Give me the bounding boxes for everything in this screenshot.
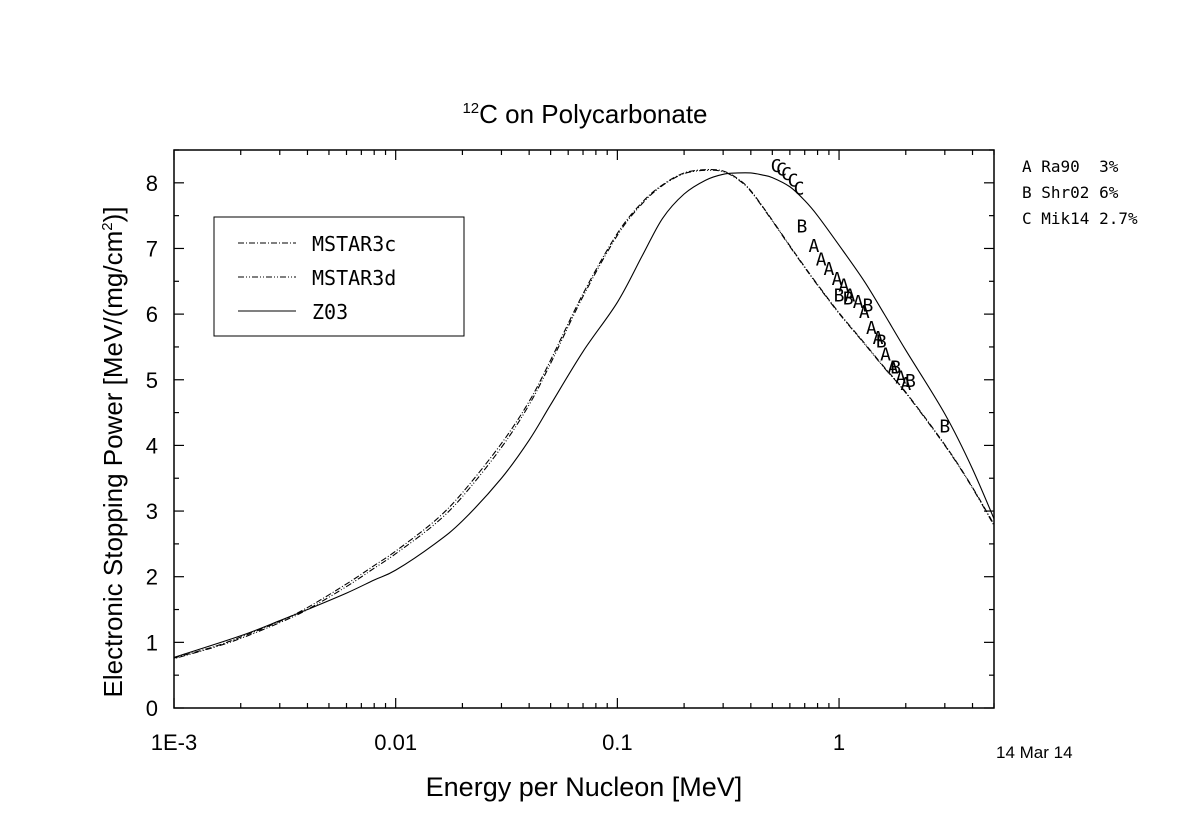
data-point-a: A <box>816 249 827 270</box>
y-tick-label: 7 <box>146 236 158 261</box>
data-point-b: B <box>905 371 916 392</box>
x-axis-label: Energy per Nucleon [MeV] <box>426 772 743 802</box>
data-point-b: B <box>843 289 854 310</box>
reference-key: A Ra90 3% B Shr02 6% C Mik14 2.7% <box>1022 157 1138 228</box>
data-point-a: A <box>895 367 906 388</box>
data-point-b: B <box>796 216 807 237</box>
x-axis: 1E-3 0.01 0.1 1 <box>151 150 995 755</box>
legend-label-mstar3c: MSTAR3c <box>312 232 396 256</box>
date-stamp: 14 Mar 14 <box>996 743 1073 762</box>
y-axis: 0 1 2 3 4 5 6 7 8 <box>146 149 994 721</box>
reference-key-a: A Ra90 3% <box>1022 157 1119 176</box>
data-point-c: C <box>794 178 805 199</box>
data-point-a: A <box>866 318 877 339</box>
x-tick-label: 1E-3 <box>151 730 197 755</box>
data-point-a: A <box>823 259 834 280</box>
y-tick-label: 4 <box>146 433 158 458</box>
y-tick-label: 1 <box>146 630 158 655</box>
data-point-a: A <box>859 302 870 323</box>
legend-label-mstar3d: MSTAR3d <box>312 266 396 290</box>
chart-title: 12C on Polycarbonate <box>462 99 707 129</box>
y-axis-label-superscript: 2 <box>99 222 116 230</box>
legend: MSTAR3c MSTAR3d Z03 <box>213 216 465 337</box>
data-point-a: A <box>845 285 856 306</box>
y-tick-label: 5 <box>146 368 158 393</box>
data-point-c: C <box>776 159 787 180</box>
y-tick-label: 6 <box>146 302 158 327</box>
y-axis-label-main: Electronic Stopping Power [MeV/(mg/cm <box>98 231 128 698</box>
data-point-c: C <box>788 171 799 192</box>
data-point-b: B <box>876 331 887 352</box>
data-point-b: B <box>834 285 845 306</box>
y-axis-label-end: )] <box>98 207 128 223</box>
series-line-z03 <box>174 172 994 659</box>
y-tick-label: 0 <box>146 696 158 721</box>
y-axis-label: Electronic Stopping Power [MeV/(mg/cm2)] <box>98 207 128 698</box>
data-point-a: A <box>900 374 911 395</box>
plot-frame <box>173 149 995 709</box>
data-point-a: A <box>832 269 843 290</box>
title-superscript: 12 <box>462 100 479 117</box>
title-text: C on Polycarbonate <box>479 99 707 129</box>
data-point-a: A <box>880 345 891 366</box>
data-point-a: A <box>808 236 819 257</box>
y-tick-label: 8 <box>146 171 158 196</box>
data-point-a: A <box>853 292 864 313</box>
data-point-a: A <box>873 328 884 349</box>
y-tick-label: 3 <box>146 499 158 524</box>
data-point-c: C <box>771 156 782 177</box>
data-point-a: A <box>888 358 899 379</box>
series-line-mstar3d <box>174 169 994 660</box>
x-tick-label: 1 <box>833 730 845 755</box>
legend-label-z03: Z03 <box>312 300 348 324</box>
data-point-b: B <box>863 295 874 316</box>
x-tick-label: 0.1 <box>602 730 633 755</box>
x-tick-label: 0.01 <box>374 730 417 755</box>
reference-key-b: B Shr02 6% <box>1022 183 1119 202</box>
data-point-a: A <box>838 276 849 297</box>
data-point-c: C <box>781 164 792 185</box>
y-tick-label: 2 <box>146 565 158 590</box>
reference-key-c: C Mik14 2.7% <box>1022 209 1138 228</box>
series-layer <box>174 168 994 660</box>
data-point-b: B <box>939 417 950 438</box>
data-point-b: B <box>890 358 901 379</box>
series-line-mstar3c <box>174 168 994 659</box>
